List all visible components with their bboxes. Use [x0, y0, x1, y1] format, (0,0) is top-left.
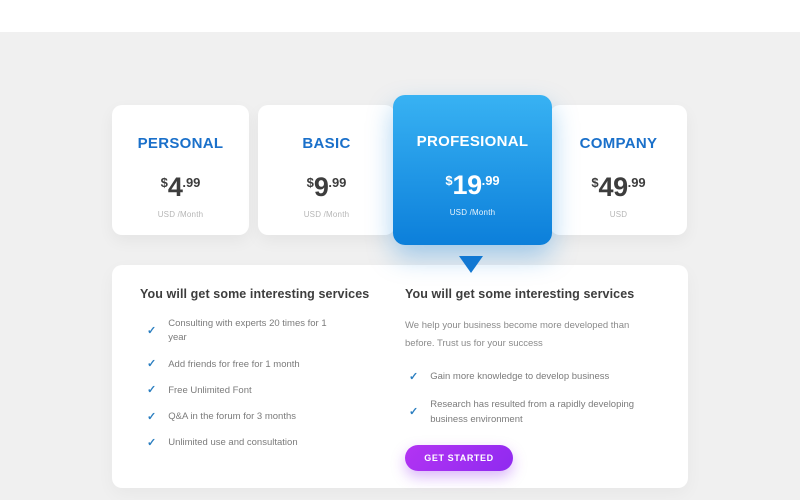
plan-name: PERSONAL — [137, 135, 224, 152]
price-decimal: .99 — [182, 175, 201, 190]
services-heading: You will get some interesting services — [140, 287, 370, 301]
plan-price: $ 9 .99 — [307, 174, 347, 201]
list-item-label: Research has resulted from a rapidly dev… — [430, 399, 635, 425]
list-item-label: Consulting with experts 20 times for 1 y… — [168, 318, 327, 344]
check-icon: ✓ — [147, 436, 157, 449]
plan-price: $ 4 .99 — [161, 174, 201, 201]
list-item: ✓ Research has resulted from a rapidly d… — [409, 398, 670, 427]
pricing-card-profesional-featured[interactable]: PROFESIONAL $ 19 .99 USD /Month — [393, 95, 552, 245]
plan-price: $ 19 .99 — [445, 172, 499, 199]
check-icon: ✓ — [147, 324, 157, 337]
services-list: ✓ Gain more knowledge to develop busines… — [405, 370, 670, 427]
plan-period: USD /Month — [303, 210, 350, 219]
plan-name: BASIC — [302, 135, 351, 152]
services-heading: You will get some interesting services — [405, 287, 635, 301]
list-item-label: Add friends for free for 1 month — [168, 358, 300, 370]
list-item: ✓ Consulting with experts 20 times for 1… — [147, 317, 375, 346]
pricing-card-personal[interactable]: PERSONAL $ 4 .99 USD /Month — [112, 105, 249, 235]
plan-period: USD — [609, 210, 628, 219]
services-column-left: You will get some interesting services ✓… — [140, 287, 375, 463]
pricing-card-company[interactable]: COMPANY $ 49 .99 USD — [550, 105, 687, 235]
services-description: We help your business become more develo… — [405, 320, 630, 349]
currency-symbol: $ — [306, 175, 314, 190]
check-icon: ✓ — [147, 358, 157, 371]
plan-name: PROFESIONAL — [416, 133, 529, 150]
price-amount: 49 — [598, 172, 629, 202]
plan-period: USD /Month — [157, 210, 204, 219]
price-decimal: .99 — [481, 173, 500, 188]
plan-price: $ 49 .99 — [591, 174, 645, 201]
check-icon: ✓ — [147, 410, 157, 423]
pricing-cards-row: PERSONAL $ 4 .99 USD /Month BASIC $ 9 .9… — [112, 95, 688, 245]
list-item: ✓ Q&A in the forum for 3 months — [147, 410, 375, 424]
currency-symbol: $ — [445, 173, 453, 188]
check-icon: ✓ — [409, 406, 419, 419]
price-decimal: .99 — [627, 175, 646, 190]
pricing-card-basic[interactable]: BASIC $ 9 .99 USD /Month — [258, 105, 395, 235]
plan-details-panel: You will get some interesting services ✓… — [112, 256, 688, 488]
pointer-down-icon — [459, 256, 483, 273]
list-item: ✓ Gain more knowledge to develop busines… — [409, 370, 670, 384]
price-amount: 4 — [167, 172, 183, 202]
price-amount: 9 — [313, 172, 329, 202]
currency-symbol: $ — [591, 175, 599, 190]
currency-symbol: $ — [160, 175, 168, 190]
price-decimal: .99 — [328, 175, 347, 190]
list-item-label: Q&A in the forum for 3 months — [168, 411, 297, 422]
list-item: ✓ Free Unlimited Font — [147, 384, 375, 398]
services-list: ✓ Consulting with experts 20 times for 1… — [140, 317, 375, 451]
list-item-label: Free Unlimited Font — [168, 384, 252, 396]
list-item: ✓ Unlimited use and consultation — [147, 436, 375, 450]
plan-period: USD /Month — [449, 208, 496, 217]
price-amount: 19 — [452, 170, 483, 200]
check-icon: ✓ — [147, 384, 157, 397]
list-item-label: Unlimited use and consultation — [168, 437, 298, 449]
check-icon: ✓ — [409, 370, 419, 383]
plan-name: COMPANY — [579, 135, 658, 152]
list-item-label: Gain more knowledge to develop business — [430, 371, 610, 383]
list-item: ✓ Add friends for free for 1 month — [147, 358, 375, 372]
get-started-button[interactable]: GET STARTED — [405, 444, 513, 471]
services-column-right: You will get some interesting services W… — [405, 287, 670, 471]
